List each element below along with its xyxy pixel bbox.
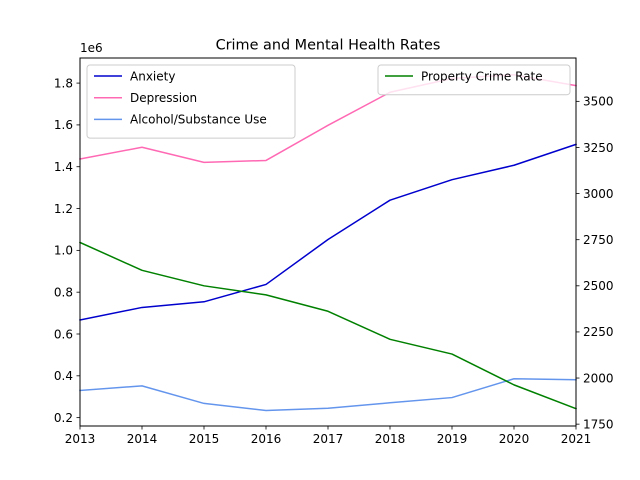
x-tick-label: 2017: [313, 432, 344, 446]
series-line-anxiety: [79, 143, 577, 321]
x-tick-label: 2018: [375, 432, 406, 446]
y-left-tick-label: 1.4: [54, 160, 73, 174]
x-tick-label: 2020: [499, 432, 530, 446]
y-right-tick-label: 1750: [583, 417, 614, 431]
y-left-tick-label: 1.0: [54, 244, 73, 258]
series-line-property-crime-rate: [79, 241, 577, 410]
y-right-tick-label: 2250: [583, 325, 614, 339]
y-right-tick-label: 2500: [583, 279, 614, 293]
y-axis-right: 1750 2000 2250 2500 2750 3000 3250 3500: [576, 95, 614, 431]
y-left-tick-label: 0.4: [54, 369, 73, 383]
y-right-tick-label: 3500: [583, 95, 614, 109]
y-left-tick-label: 1.6: [54, 118, 73, 132]
y-left-tick-label: 0.2: [54, 411, 73, 425]
series-layer: [79, 73, 577, 412]
legend-label: Alcohol/Substance Use: [130, 113, 267, 127]
legend-label: Anxiety: [130, 69, 175, 83]
legend-box: [86, 64, 296, 139]
x-tick-label: 2015: [189, 432, 220, 446]
y-left-tick-label: 1.2: [54, 202, 73, 216]
chart-title: Crime and Mental Health Rates: [216, 38, 441, 54]
y-right-tick-label: 3000: [583, 187, 614, 201]
y-left-tick-label: 0.6: [54, 327, 73, 341]
y-right-tick-label: 2750: [583, 233, 614, 247]
x-tick-label: 2014: [127, 432, 158, 446]
x-tick-label: 2019: [437, 432, 468, 446]
y-axis-left: 0.2 0.4 0.6 0.8 1.0 1.2 1.4 1.6 1.8: [54, 76, 80, 425]
legend-box: [377, 64, 571, 96]
legend-right: Property Crime Rate: [377, 64, 571, 96]
y-axis-left-offset-label: 1e6: [80, 41, 103, 55]
x-axis: 2013 2014 2015 2016 2017 2018 2019 2020 2021: [65, 426, 592, 446]
x-tick-label: 2021: [561, 432, 592, 446]
y-left-tick-label: 1.8: [54, 76, 73, 90]
y-right-tick-label: 2000: [583, 371, 614, 385]
legend-label: Depression: [130, 91, 197, 105]
y-left-tick-label: 0.8: [54, 285, 73, 299]
x-tick-label: 2013: [65, 432, 96, 446]
legend-left: Anxiety Depression Alcohol/Substance Use: [86, 64, 296, 139]
legend-label: Property Crime Rate: [421, 69, 543, 83]
x-tick-label: 2016: [251, 432, 282, 446]
y-right-tick-label: 3250: [583, 141, 614, 155]
series-line-alcohol-substance-use: [79, 378, 577, 412]
